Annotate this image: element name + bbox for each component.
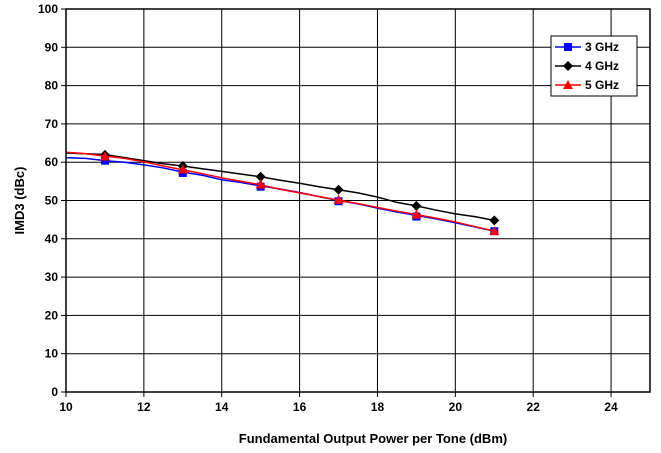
data-point-5-ghz: [255, 179, 266, 189]
series-lines: [65, 149, 500, 236]
y-tick-label: 90: [45, 40, 59, 54]
series-line-5-ghz: [65, 151, 495, 232]
x-tick-label: 10: [59, 400, 73, 414]
x-tick-label: 12: [137, 400, 151, 414]
x-tick-label: 16: [293, 400, 307, 414]
y-tick-label: 20: [45, 308, 59, 322]
legend-marker-4-ghz: [563, 61, 573, 71]
y-axis-title: IMD3 (dBc): [12, 167, 27, 235]
data-point-5-ghz: [99, 151, 110, 161]
legend-label-5-ghz: 5 GHz: [585, 78, 619, 92]
x-tick-label: 22: [527, 400, 541, 414]
legend-marker-5-ghz: [563, 80, 573, 89]
grid-lines: [66, 8, 650, 392]
data-point-4-ghz: [333, 184, 344, 195]
axes: [61, 8, 651, 397]
y-tick-label: 10: [45, 347, 59, 361]
legend-label-4-ghz: 4 GHz: [585, 59, 619, 73]
legend-marker-3-ghz: [564, 43, 572, 51]
y-tick-label: 100: [38, 2, 58, 16]
y-tick-label: 60: [45, 155, 59, 169]
data-point-3-ghz: [100, 156, 109, 165]
x-axis-title: Fundamental Output Power per Tone (dBm): [239, 431, 507, 446]
series-line-4-ghz: [65, 152, 495, 222]
data-point-5-ghz: [333, 194, 344, 204]
data-point-4-ghz: [255, 171, 266, 182]
data-point-5-ghz: [411, 209, 422, 219]
y-tick-label: 70: [45, 117, 59, 131]
x-tick-label: 14: [215, 400, 229, 414]
data-point-5-ghz: [177, 164, 188, 174]
y-tick-label: 50: [45, 194, 59, 208]
y-tick-label: 40: [45, 232, 59, 246]
x-tick-label: 24: [604, 400, 618, 414]
data-point-4-ghz: [489, 215, 500, 226]
data-point-4-ghz: [411, 200, 422, 211]
y-tick-label: 80: [45, 79, 59, 93]
y-tick-label: 30: [45, 270, 59, 284]
x-tick-label: 18: [371, 400, 385, 414]
x-tick-label: 20: [449, 400, 463, 414]
y-tick-label: 0: [51, 385, 58, 399]
legend-label-3-ghz: 3 GHz: [585, 40, 619, 54]
data-point-5-ghz: [489, 226, 500, 236]
legend: 3 GHz 4 GHz 5 GHz: [550, 35, 638, 97]
